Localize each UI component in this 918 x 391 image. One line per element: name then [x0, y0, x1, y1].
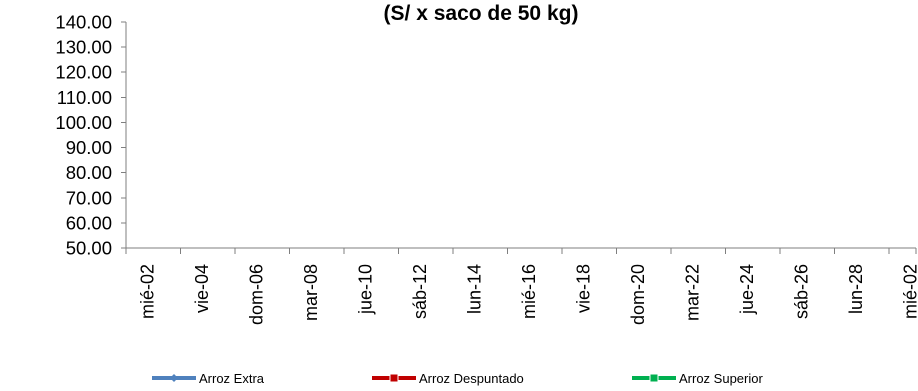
legend-marker [389, 373, 399, 383]
y-tick-label: 110.00 [57, 87, 112, 108]
x-tick-label: lun-28 [846, 264, 866, 314]
legend-label: Arroz Extra [199, 371, 265, 386]
legend-marker [170, 374, 178, 382]
legend-label: Arroz Despuntado [419, 371, 524, 386]
x-tick-label: mié-02 [137, 264, 157, 319]
x-tick-label: sáb-26 [791, 264, 811, 319]
y-tick-label: 80.00 [66, 162, 112, 183]
y-axis: 50.00 60.00 70.00 80.00 90.00 100.00 110.00 120… [55, 12, 127, 259]
legend-item: Arroz Superior [632, 371, 763, 386]
legend: Arroz Extra Arroz Despuntado Arroz Superio… [152, 371, 763, 386]
y-tick-label: 130.00 [55, 37, 112, 58]
y-tick-label: 120.00 [55, 62, 112, 83]
x-tick-label: sáb-12 [410, 264, 430, 319]
y-tick-label: 70.00 [66, 187, 112, 208]
x-tick-label: dom-06 [246, 264, 266, 325]
y-tick-label: 140.00 [55, 12, 112, 33]
legend-item: Arroz Extra [152, 371, 265, 386]
chart-title: (S/ x saco de 50 kg) [384, 2, 579, 25]
y-tick-label: 60.00 [66, 212, 112, 233]
x-tick-label: mié-16 [519, 264, 539, 319]
x-tick-label: mar-08 [301, 264, 321, 321]
x-tick-label: vie-18 [573, 264, 593, 313]
y-tick-label: 100.00 [55, 112, 112, 133]
y-tick-label: 90.00 [66, 137, 112, 158]
legend-marker [649, 373, 659, 383]
x-tick-label: jue-10 [355, 264, 375, 315]
y-tick-label: 50.00 [66, 238, 112, 259]
x-tick-label: jue-24 [737, 264, 757, 315]
x-tick-label: lun-14 [464, 264, 484, 314]
legend-label: Arroz Superior [679, 371, 763, 386]
x-tick-label: vie-04 [192, 264, 212, 313]
x-axis: mié-02 vie-04 dom-06 mar-08 jue-10 sáb-12 lun-… [125, 247, 918, 325]
x-tick-label: mar-22 [682, 264, 702, 321]
legend-item: Arroz Despuntado [372, 371, 524, 386]
x-tick-label: mié-02 [900, 264, 918, 319]
x-tick-label: dom-20 [628, 264, 648, 325]
